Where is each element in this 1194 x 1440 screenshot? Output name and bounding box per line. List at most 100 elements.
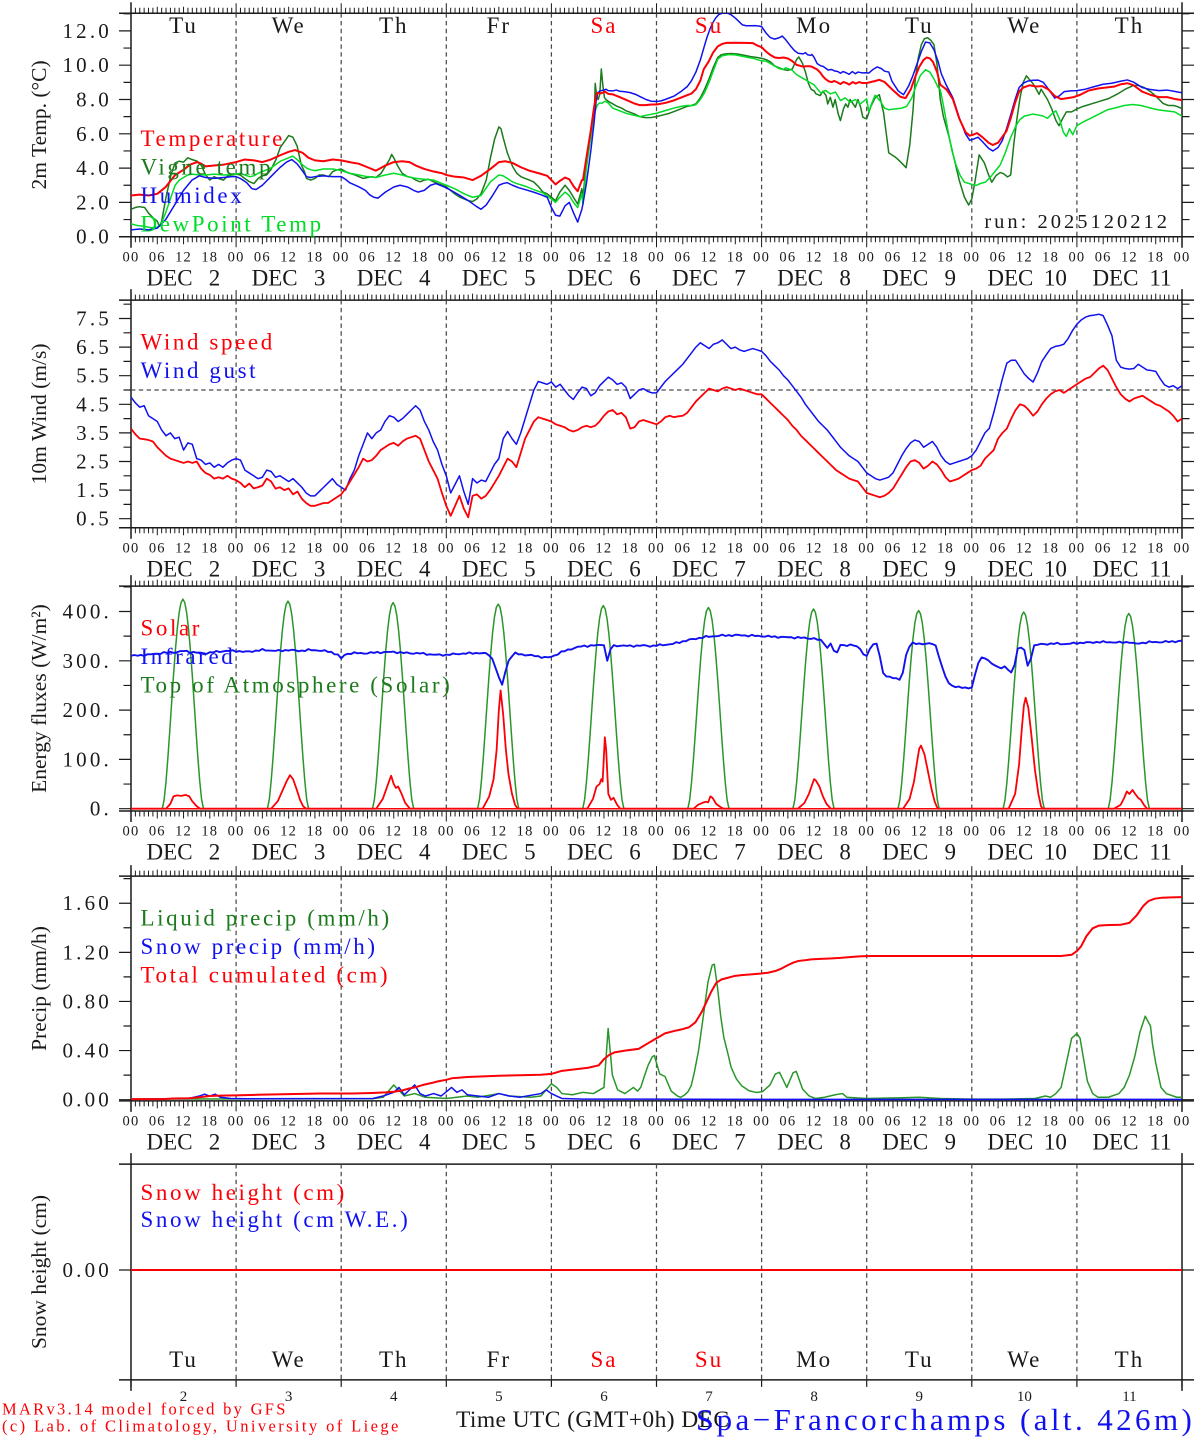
svg-text:2.5: 2.5 (76, 450, 112, 474)
svg-text:1.60: 1.60 (62, 891, 112, 915)
svg-text:00: 00 (753, 540, 770, 556)
svg-text:6.5: 6.5 (76, 335, 112, 359)
svg-text:Tu: Tu (169, 13, 198, 38)
svg-text:Total cumulated (cm): Total cumulated (cm) (141, 963, 391, 988)
svg-text:06: 06 (569, 249, 586, 265)
svg-text:18: 18 (201, 1114, 218, 1130)
svg-text:18: 18 (727, 540, 744, 556)
svg-text:4: 4 (419, 265, 431, 290)
svg-text:18: 18 (937, 1114, 954, 1130)
svg-text:Spa−Francorchamps (alt. 426m): Spa−Francorchamps (alt. 426m) (696, 1402, 1194, 1437)
svg-text:1.20: 1.20 (62, 940, 112, 964)
svg-text:Su: Su (695, 13, 723, 38)
svg-text:00: 00 (438, 249, 455, 265)
svg-text:12: 12 (595, 249, 612, 265)
svg-text:12: 12 (1121, 540, 1138, 556)
svg-text:06: 06 (674, 540, 691, 556)
svg-text:00: 00 (963, 1114, 980, 1130)
svg-text:DEC: DEC (987, 1130, 1033, 1155)
svg-text:06: 06 (569, 1114, 586, 1130)
svg-text:DEC: DEC (777, 1130, 823, 1155)
svg-text:9: 9 (916, 1389, 924, 1405)
svg-text:12: 12 (385, 1114, 402, 1130)
svg-text:10: 10 (1044, 265, 1067, 290)
svg-text:00: 00 (648, 249, 665, 265)
svg-text:18: 18 (832, 1114, 849, 1130)
svg-text:DEC: DEC (147, 556, 193, 581)
svg-text:Su: Su (695, 1347, 723, 1372)
svg-text:DEC: DEC (462, 840, 508, 865)
svg-text:11: 11 (1149, 556, 1171, 581)
svg-text:06: 06 (254, 1114, 271, 1130)
svg-text:Vigne temp: Vigne temp (141, 155, 274, 180)
svg-text:00: 00 (648, 1114, 665, 1130)
svg-text:DEC: DEC (252, 1130, 298, 1155)
svg-text:DEC: DEC (1092, 1130, 1138, 1155)
svg-text:18: 18 (1147, 824, 1164, 840)
svg-text:00: 00 (543, 1114, 560, 1130)
svg-text:DEC: DEC (252, 556, 298, 581)
svg-text:12: 12 (911, 249, 928, 265)
svg-text:DEC: DEC (462, 556, 508, 581)
svg-text:12: 12 (701, 824, 718, 840)
svg-text:0.5: 0.5 (76, 507, 112, 531)
svg-text:18: 18 (727, 1114, 744, 1130)
svg-text:18: 18 (306, 824, 323, 840)
svg-text:06: 06 (149, 249, 166, 265)
svg-text:12: 12 (1121, 249, 1138, 265)
svg-text:00: 00 (543, 249, 560, 265)
svg-text:06: 06 (254, 824, 271, 840)
svg-text:3: 3 (314, 840, 326, 865)
svg-text:Tu: Tu (905, 13, 934, 38)
svg-text:06: 06 (885, 1114, 902, 1130)
svg-text:2.0: 2.0 (76, 190, 112, 214)
svg-text:12.0: 12.0 (62, 19, 112, 43)
svg-text:DEC: DEC (672, 265, 718, 290)
svg-text:9: 9 (945, 556, 957, 581)
svg-text:12: 12 (1016, 1114, 1033, 1130)
svg-text:DEC: DEC (987, 265, 1033, 290)
svg-text:00: 00 (123, 249, 140, 265)
svg-text:Humidex: Humidex (141, 183, 245, 208)
svg-text:11: 11 (1149, 1130, 1171, 1155)
svg-text:5: 5 (524, 556, 536, 581)
svg-text:10: 10 (1044, 1130, 1067, 1155)
svg-text:6: 6 (629, 556, 641, 581)
svg-text:4: 4 (419, 840, 431, 865)
svg-text:We: We (272, 1347, 306, 1372)
svg-text:12: 12 (280, 249, 297, 265)
svg-text:00: 00 (753, 1114, 770, 1130)
svg-text:18: 18 (727, 824, 744, 840)
svg-text:12: 12 (595, 824, 612, 840)
svg-text:2: 2 (209, 556, 221, 581)
svg-text:12: 12 (1121, 1114, 1138, 1130)
svg-text:DEC: DEC (567, 1130, 613, 1155)
svg-text:3: 3 (314, 556, 326, 581)
svg-text:18: 18 (622, 824, 639, 840)
svg-text:0.0: 0.0 (76, 225, 112, 249)
svg-text:DEC: DEC (1092, 556, 1138, 581)
svg-text:DEC: DEC (987, 556, 1033, 581)
svg-text:Solar: Solar (141, 616, 203, 641)
svg-text:5: 5 (524, 840, 536, 865)
svg-text:06: 06 (885, 540, 902, 556)
svg-text:DEC: DEC (672, 556, 718, 581)
svg-text:06: 06 (674, 249, 691, 265)
svg-text:DEC: DEC (882, 1130, 928, 1155)
svg-text:12: 12 (175, 540, 192, 556)
svg-text:Wind speed: Wind speed (141, 330, 275, 355)
svg-text:00: 00 (123, 824, 140, 840)
svg-text:00: 00 (1174, 540, 1191, 556)
svg-text:12: 12 (806, 540, 823, 556)
svg-text:00: 00 (438, 824, 455, 840)
svg-text:12: 12 (595, 1114, 612, 1130)
svg-text:06: 06 (779, 540, 796, 556)
svg-text:06: 06 (885, 249, 902, 265)
svg-text:06: 06 (359, 824, 376, 840)
svg-text:06: 06 (779, 824, 796, 840)
svg-text:11: 11 (1149, 265, 1171, 290)
svg-text:Mo: Mo (796, 1347, 832, 1372)
svg-text:12: 12 (806, 1114, 823, 1130)
svg-text:18: 18 (832, 824, 849, 840)
svg-text:We: We (1007, 1347, 1041, 1372)
